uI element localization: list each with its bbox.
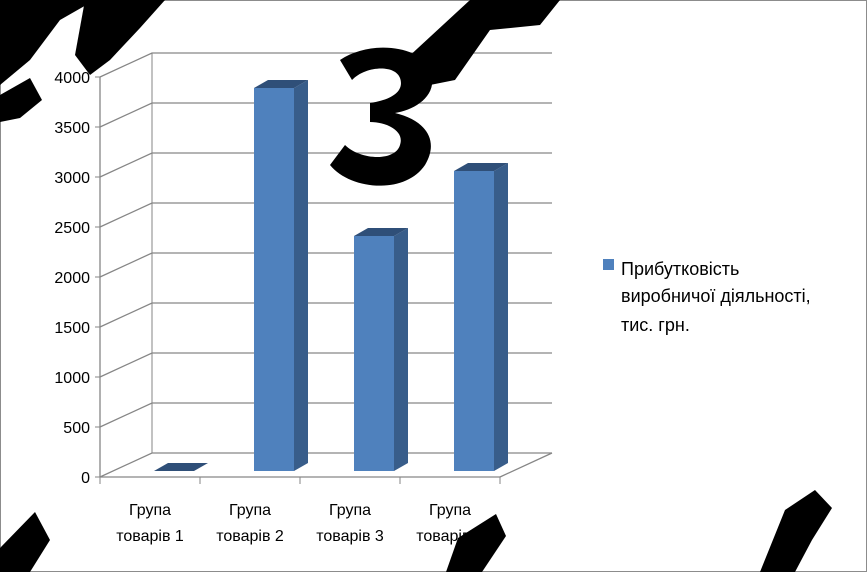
y-tick-label: 0 <box>81 470 90 487</box>
watermark-stroke-number-3 <box>330 47 433 186</box>
watermark-stroke-bottom-center <box>446 514 506 572</box>
y-tick-label: 2000 <box>54 270 90 287</box>
bar-top <box>354 228 408 236</box>
x-category-label: товарів 2 <box>216 528 284 545</box>
bar-top <box>254 80 308 88</box>
bar-top <box>154 463 208 471</box>
watermark-stroke-bottom-left <box>0 512 50 572</box>
y-tick-label: 500 <box>63 420 90 437</box>
bar <box>354 228 408 471</box>
legend-label-line-3: тис. грн. <box>621 315 690 335</box>
bar-front <box>254 88 294 471</box>
legend-label-line-1: Прибутковість <box>621 259 739 279</box>
watermark-stroke-letter-right <box>405 0 560 85</box>
bar-side <box>294 80 308 471</box>
y-tick-label: 4000 <box>54 70 90 87</box>
watermark-overlay <box>0 0 832 572</box>
floor-right-edge <box>499 452 553 478</box>
gridlines <box>99 52 552 478</box>
bar <box>254 80 308 471</box>
legend-swatch <box>603 259 614 270</box>
x-category-label: товарів 1 <box>116 528 184 545</box>
gridline <box>99 302 552 328</box>
legend: Прибутковість виробничої діяльності, тис… <box>603 259 811 335</box>
bar-side <box>394 228 408 471</box>
x-category-label: товарів 3 <box>316 528 384 545</box>
bar-front <box>354 236 394 471</box>
gridline <box>99 252 552 278</box>
bar-front <box>454 171 494 471</box>
x-category-label: Група <box>129 502 171 519</box>
y-tick-label: 1000 <box>54 370 90 387</box>
bars <box>154 80 508 471</box>
axes <box>95 76 553 484</box>
x-category-label: Група <box>429 502 471 519</box>
bar <box>154 463 208 471</box>
bar-top <box>454 163 508 171</box>
watermark-stroke-small-left <box>0 78 42 122</box>
bar-side <box>494 163 508 471</box>
legend-label-line-2: виробничої діяльності, <box>621 286 811 306</box>
x-category-labels: Група товарів 1 Група товарів 2 Група товарів… <box>116 502 484 545</box>
y-tick-label: 3000 <box>54 170 90 187</box>
y-tick-label: 3500 <box>54 120 90 137</box>
gridline <box>99 402 552 428</box>
watermark-stroke-bottom-right <box>760 490 832 572</box>
y-tick-label: 1500 <box>54 320 90 337</box>
watermark-stroke-top-left <box>0 0 95 85</box>
gridline <box>99 352 552 378</box>
x-category-label: Група <box>229 502 271 519</box>
y-tick-label: 2500 <box>54 220 90 237</box>
y-tick-labels: 0 500 1000 1500 2000 2500 3000 3500 4000 <box>54 70 90 487</box>
watermark-stroke-letter-left <box>75 0 165 75</box>
gridline <box>99 202 552 228</box>
x-category-label: Група <box>329 502 371 519</box>
gridline <box>99 452 552 478</box>
bar <box>454 163 508 471</box>
